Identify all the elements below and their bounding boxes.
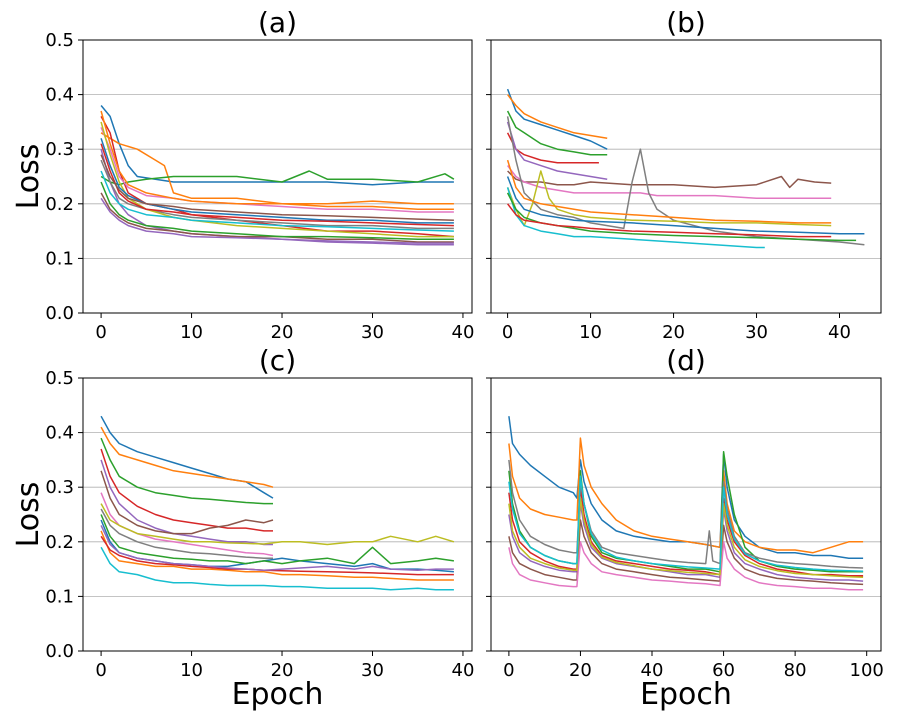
x-tick-label: 30 <box>745 322 768 343</box>
x-tick-label: 30 <box>361 322 384 343</box>
series-line <box>507 165 832 200</box>
plot-frame <box>82 39 473 314</box>
series-line <box>506 110 608 156</box>
series-line <box>100 170 455 186</box>
y-tick-label: 0.2 <box>45 194 74 215</box>
y-tick-label: 0.3 <box>45 477 74 498</box>
x-axis-label: Epoch <box>232 677 324 712</box>
series-line <box>508 497 864 579</box>
x-tick-label: 10 <box>579 322 602 343</box>
panel-3: 0 20 40 60 80 100 (d) Epoch <box>486 344 884 712</box>
series-line <box>100 426 274 488</box>
series-line <box>100 181 454 241</box>
y-tick-label: 0.5 <box>45 30 74 51</box>
series-line <box>506 88 608 150</box>
x-tick-label: 40 <box>452 660 475 681</box>
series-line <box>507 94 608 140</box>
series-line <box>507 170 832 189</box>
series-line <box>100 508 273 559</box>
series-line <box>506 187 765 249</box>
series-line <box>100 546 454 591</box>
x-tick-label: 80 <box>784 660 807 681</box>
series-line <box>506 116 865 246</box>
x-tick-label: 20 <box>662 322 685 343</box>
plot-frame <box>82 377 473 652</box>
series-line <box>508 541 864 591</box>
series-line <box>100 192 454 243</box>
panel-2: 0.0 0.1 0.2 0.3 0.4 0.5 0 10 20 30 40 (c) Loss Epoch <box>11 344 474 712</box>
panel-title: (a) <box>258 6 297 39</box>
y-axis-label: Loss <box>11 482 46 548</box>
x-tick-label: 60 <box>712 660 735 681</box>
y-tick-label: 0.0 <box>45 303 74 324</box>
y-tick-label: 0.5 <box>45 368 74 389</box>
panel-title: (b) <box>666 6 706 39</box>
plot-frame <box>490 377 882 652</box>
x-tick-label: 10 <box>180 660 203 681</box>
series-line <box>508 437 864 554</box>
x-tick-label: 20 <box>271 660 294 681</box>
series-line <box>100 514 455 565</box>
series-line <box>100 197 454 244</box>
panel-0: 0.0 0.1 0.2 0.3 0.4 0.5 0 10 20 30 40 (a) Loss <box>11 6 474 343</box>
y-tick-label: 0.4 <box>45 423 74 444</box>
series-line <box>100 492 274 557</box>
panel-title: (c) <box>259 344 296 377</box>
y-tick-label: 0.4 <box>45 85 74 106</box>
series-line <box>100 170 454 232</box>
series-line <box>508 416 864 559</box>
series-line <box>100 132 454 205</box>
series-line <box>506 192 857 242</box>
x-tick-label: 40 <box>452 322 475 343</box>
series-line <box>100 525 454 571</box>
series-line <box>100 415 274 499</box>
series-line <box>507 203 832 238</box>
x-tick-label: 0 <box>503 660 514 681</box>
series-line <box>506 121 608 180</box>
x-tick-label: 40 <box>641 660 664 681</box>
series-line <box>506 159 832 224</box>
x-tick-label: 30 <box>361 660 384 681</box>
x-tick-label: 10 <box>180 322 203 343</box>
y-tick-label: 0.3 <box>45 139 74 160</box>
series-line <box>506 176 865 235</box>
series-line <box>508 475 864 573</box>
series-line <box>508 519 864 586</box>
x-tick-label: 0 <box>95 660 106 681</box>
series-line <box>100 127 454 213</box>
x-tick-label: 100 <box>850 660 884 681</box>
series-line <box>100 503 455 546</box>
series-line <box>100 530 454 581</box>
series-line <box>100 448 273 532</box>
series-line <box>100 110 454 211</box>
panel-1: 0 10 20 30 40 (b) <box>486 6 882 343</box>
series-line <box>100 470 274 535</box>
y-tick-label: 0.0 <box>45 641 74 662</box>
x-axis-label: Epoch <box>640 677 732 712</box>
series-line <box>100 154 454 221</box>
y-tick-label: 0.1 <box>45 586 74 607</box>
panel-title: (d) <box>666 344 706 377</box>
series-line <box>508 450 864 573</box>
x-tick-label: 20 <box>271 322 294 343</box>
x-tick-label: 20 <box>569 660 592 681</box>
x-tick-label: 0 <box>502 322 513 343</box>
series-line <box>100 459 273 546</box>
y-tick-label: 0.2 <box>45 532 74 553</box>
series-line <box>508 459 864 569</box>
series-line <box>508 486 864 577</box>
x-tick-label: 40 <box>828 322 851 343</box>
series-line <box>100 159 454 230</box>
y-tick-label: 0.1 <box>45 248 74 269</box>
plot-frame <box>490 39 882 314</box>
series-line <box>100 138 454 224</box>
series-line <box>100 437 273 505</box>
y-axis-label: Loss <box>11 144 46 210</box>
x-tick-label: 0 <box>95 322 106 343</box>
series-line <box>100 143 454 227</box>
series-line <box>100 105 454 186</box>
